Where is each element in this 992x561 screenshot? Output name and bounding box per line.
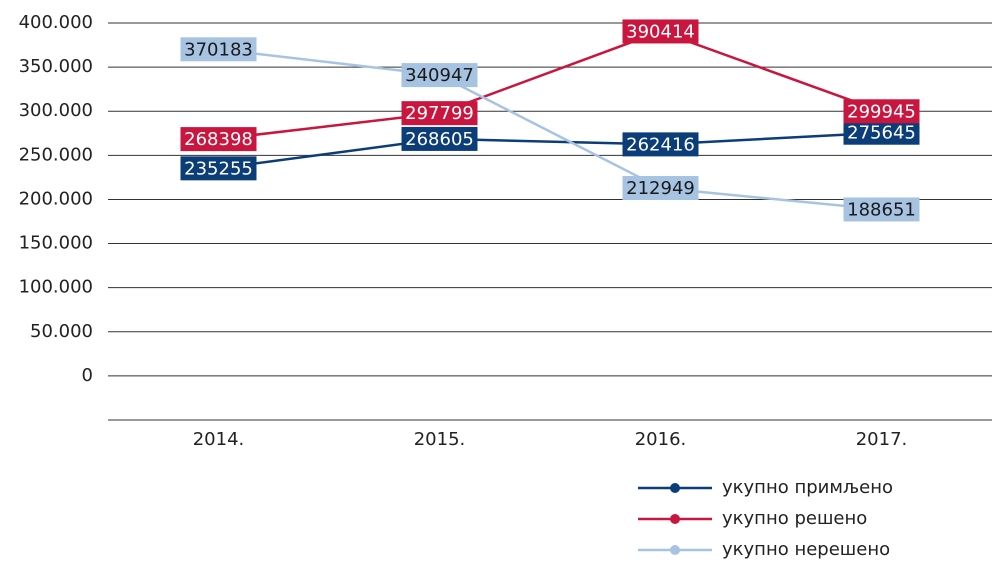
data-label-box [843, 197, 920, 222]
y-tick-label: 250.000 [19, 144, 93, 165]
x-tick-label: 2017. [856, 429, 908, 450]
data-label: 390414 [626, 21, 695, 42]
data-label-box [843, 120, 920, 145]
data-label: 235255 [184, 158, 253, 179]
data-label-box [622, 132, 699, 157]
y-tick-label: 50.000 [30, 321, 93, 342]
data-label: 297799 [405, 103, 474, 124]
data-label: 268605 [405, 129, 474, 150]
x-tick-label: 2015. [414, 429, 466, 450]
data-label: 212949 [626, 178, 695, 199]
data-label-box [180, 37, 257, 62]
legend-marker [670, 514, 680, 524]
series-line [218, 48, 882, 211]
series-line [218, 131, 882, 170]
legend-marker [670, 545, 680, 555]
legend-marker [670, 483, 680, 493]
series-line [218, 30, 882, 141]
legend-label: укупно нерешено [722, 539, 890, 560]
data-label: 370183 [184, 39, 253, 60]
y-tick-label: 0 [82, 365, 93, 386]
data-label-box [180, 156, 257, 181]
legend-label: укупно решено [722, 508, 867, 529]
data-label: 275645 [847, 123, 916, 144]
y-tick-label: 350.000 [19, 56, 93, 77]
data-label: 340947 [405, 65, 474, 86]
data-label-box [843, 99, 920, 124]
data-label-box [401, 101, 478, 126]
x-tick-label: 2014. [193, 429, 245, 450]
data-label: 299945 [847, 101, 916, 122]
data-label-box [401, 63, 478, 88]
legend-label: укупно примљено [722, 477, 893, 498]
y-tick-label: 400.000 [19, 12, 93, 33]
data-label-box [401, 126, 478, 151]
y-tick-label: 100.000 [19, 277, 93, 298]
data-label-box [180, 127, 257, 152]
data-label-box [622, 19, 699, 44]
y-tick-label: 200.000 [19, 188, 93, 209]
data-label: 188651 [847, 199, 916, 220]
data-label-box [622, 176, 699, 201]
y-tick-label: 150.000 [19, 233, 93, 254]
y-tick-label: 300.000 [19, 100, 93, 121]
data-label: 268398 [184, 129, 253, 150]
data-label: 262416 [626, 134, 695, 155]
x-tick-label: 2016. [635, 429, 687, 450]
